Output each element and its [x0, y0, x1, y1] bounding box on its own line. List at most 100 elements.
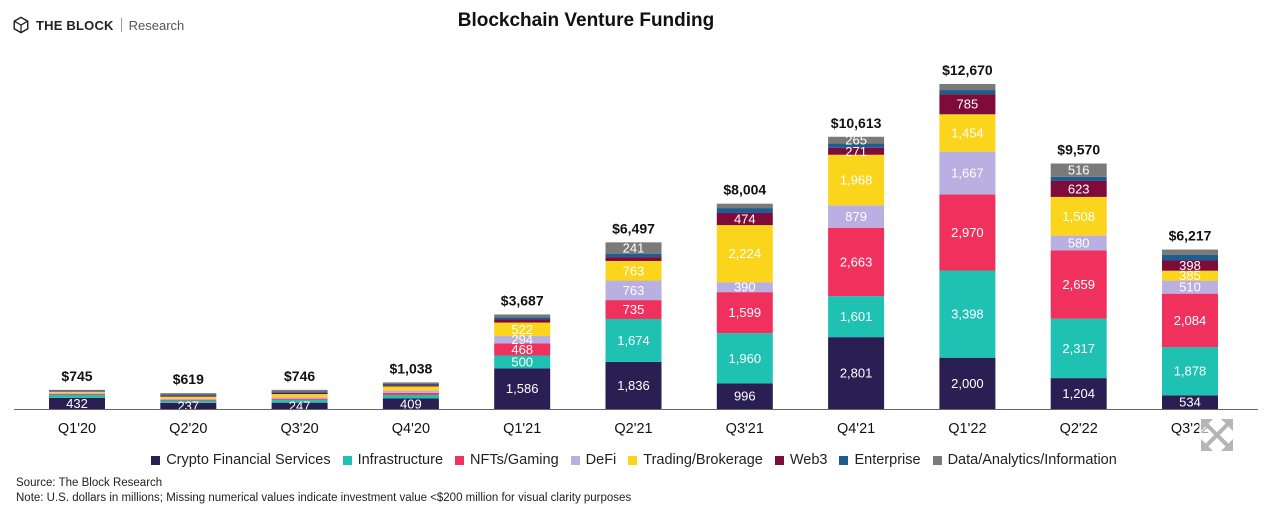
bar-segment — [605, 318, 662, 362]
bar-segment — [939, 270, 996, 358]
bar-segment — [494, 343, 551, 356]
x-tick-label: Q1'22 — [948, 421, 986, 437]
segment-value-label: 265 — [845, 133, 867, 148]
x-tick-label: Q1'21 — [503, 421, 541, 437]
bar-segment — [494, 317, 551, 320]
segment-value-label: 522 — [511, 322, 533, 337]
legend-swatch — [628, 455, 638, 465]
segment-value-label: 468 — [511, 342, 533, 357]
legend-item: Enterprise — [839, 452, 921, 468]
bar-segment — [160, 394, 217, 396]
brand-divider — [120, 18, 122, 32]
bar-segment — [271, 402, 328, 409]
legend-label: Trading/Brokerage — [643, 452, 763, 468]
brand-name: THE BLOCK — [36, 17, 114, 33]
bar-segment — [382, 392, 439, 395]
segment-value-label: 385 — [1179, 268, 1201, 283]
segment-value-label: 1,878 — [1174, 364, 1207, 379]
bar-segment — [716, 203, 773, 209]
x-tick-label: Q2'20 — [169, 421, 207, 437]
bar-segment — [828, 143, 885, 148]
bar-segment — [716, 292, 773, 334]
footnote: Note: U.S. dollars in millions; Missing … — [16, 492, 632, 504]
segment-value-label: 1,836 — [617, 378, 650, 393]
bar-segment — [49, 397, 105, 409]
legend-label: NFTs/Gaming — [470, 452, 559, 468]
bar-segment — [1050, 250, 1107, 319]
bar-segment — [1162, 270, 1218, 281]
bar-stack: 432 $745 Q1'20 — [49, 368, 105, 437]
bar-segment — [160, 400, 217, 403]
segment-value-label: 432 — [66, 396, 88, 411]
bar-segment — [828, 227, 885, 297]
segment-value-label: 2,084 — [1174, 313, 1207, 328]
segment-value-label: 398 — [1179, 258, 1201, 273]
segment-value-label: 1,599 — [729, 305, 762, 320]
bar-segment — [939, 94, 996, 115]
bar-stack: 409 $1,038 Q4'20 — [382, 360, 439, 437]
segment-value-label: 390 — [734, 280, 756, 295]
bar-segment — [49, 391, 105, 392]
bar-segment — [49, 390, 105, 392]
chart-title: Blockchain Venture Funding — [457, 10, 715, 31]
bar-segment — [605, 257, 662, 261]
legend-item: Crypto Financial Services — [151, 452, 331, 468]
x-tick-label: Q3'20 — [280, 421, 318, 437]
legend-label: Web3 — [789, 452, 828, 468]
bar-segment — [271, 389, 328, 392]
bar-segment — [1162, 347, 1218, 396]
segment-value-label: 763 — [623, 283, 645, 298]
bar-segment — [494, 355, 551, 369]
bar-segment — [382, 385, 439, 387]
segment-value-label: 510 — [1179, 280, 1201, 295]
bar-stack: 237 $619 Q2'20 — [160, 371, 217, 437]
segment-value-label: 785 — [957, 97, 979, 112]
bar-segment — [160, 396, 217, 399]
bar-total-label: $6,497 — [612, 220, 655, 236]
bar-stack: 2,000 3,398 2,970 1,667 1,454 785 $12,670 Q1'22 — [939, 62, 996, 437]
segment-value-label: 2,659 — [1062, 277, 1095, 292]
bar-segment — [271, 394, 328, 398]
bar-segment — [1050, 235, 1107, 251]
bar-segment — [716, 383, 773, 409]
segment-value-label: 3,398 — [951, 307, 984, 322]
bar-total-label: $10,613 — [831, 115, 882, 131]
legend-label: Data/Analytics/Information — [947, 452, 1117, 468]
bar-segment — [49, 389, 105, 391]
bar-total-label: $745 — [61, 368, 92, 384]
bar-segment — [828, 147, 885, 155]
bar-segment — [716, 212, 773, 226]
hexagon-cube-logo-icon — [13, 16, 29, 34]
x-tick-label: Q2'22 — [1060, 421, 1098, 437]
bar-segment — [716, 225, 773, 283]
bar-segment — [939, 90, 996, 95]
bar-segment — [605, 280, 662, 301]
segment-value-label: 1,601 — [840, 309, 873, 324]
legend-swatch — [932, 455, 942, 465]
bar-segment — [160, 402, 217, 409]
legend-item: Infrastructure — [342, 452, 443, 468]
legend-item: Web3 — [774, 452, 828, 468]
x-tick-label: Q3'21 — [726, 421, 764, 437]
expand-arrows-icon[interactable] — [1199, 417, 1235, 453]
bar-segment — [382, 383, 439, 386]
bar-segment — [160, 399, 217, 401]
segment-value-label: 1,508 — [1062, 209, 1095, 224]
bar-segment — [1162, 293, 1218, 348]
segment-value-label: 516 — [1068, 163, 1090, 178]
bar-segment — [1050, 163, 1107, 177]
legend-swatch — [342, 455, 352, 465]
bar-segment — [49, 394, 105, 398]
bar-total-label: $1,038 — [389, 360, 432, 376]
segment-value-label: 580 — [1068, 236, 1090, 251]
segment-value-label: 241 — [623, 241, 645, 256]
bar-total-label: $9,570 — [1057, 142, 1100, 158]
chart-notes: Source: The Block Research Note: U.S. do… — [16, 476, 631, 506]
chart-legend: Crypto Financial Services Infrastructure N… — [0, 452, 1268, 468]
bar-segment — [828, 205, 885, 228]
bar-segment — [271, 397, 328, 399]
segment-value-label: 735 — [623, 302, 645, 317]
legend-item: Data/Analytics/Information — [932, 452, 1117, 468]
segment-value-label: 500 — [511, 354, 533, 369]
